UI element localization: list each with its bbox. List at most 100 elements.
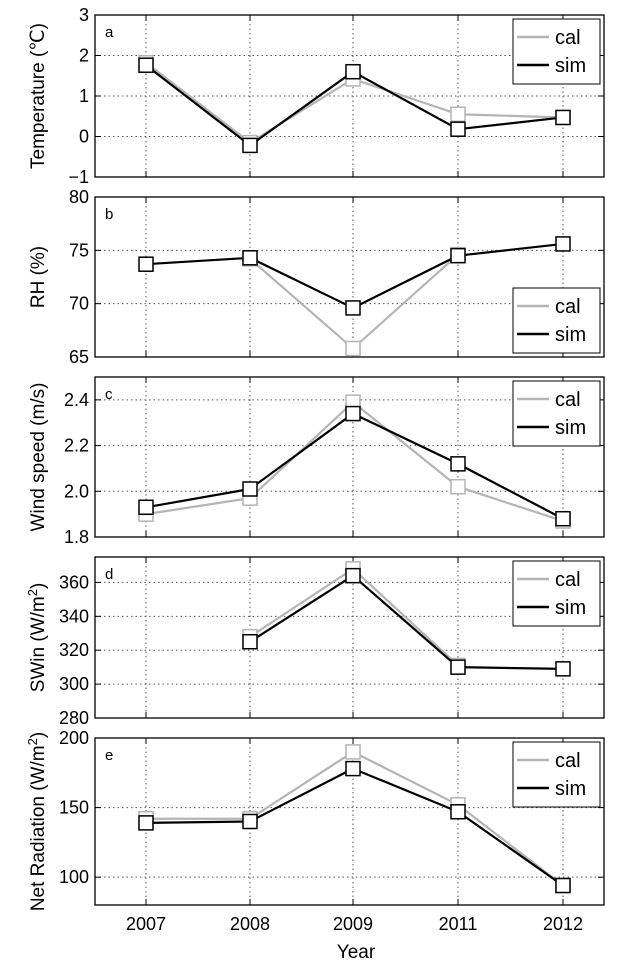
series-line-sim — [249, 412, 354, 490]
series-line-sim — [249, 767, 354, 823]
series-line-sim — [249, 256, 354, 309]
panel-b: 65 70 75 80 b RH (%) cal sim — [28, 187, 605, 367]
data-point-sim — [242, 481, 258, 497]
x-tick-label: 2012 — [543, 914, 583, 934]
y-tick-label: 300 — [59, 674, 89, 694]
legend-label-sim: sim — [555, 417, 586, 439]
series-line-cal — [249, 567, 354, 638]
data-point-sim — [555, 510, 571, 527]
legend-label-cal: cal — [555, 569, 581, 591]
x-axis-label: Year — [337, 942, 376, 963]
series-line-sim — [352, 70, 459, 131]
panel-c: 1.8 2.0 2.2 2.4 c Wind speed (m/s) cal sim — [28, 376, 605, 547]
legend-label-sim: sim — [555, 778, 586, 800]
data-point-sim — [242, 633, 258, 650]
legend-label-cal: cal — [555, 296, 581, 318]
data-point-cal — [450, 478, 466, 495]
series-line-sim — [352, 254, 459, 309]
panel-label: a — [105, 24, 114, 41]
series-line-sim — [457, 462, 564, 520]
series-line-cal — [145, 497, 251, 516]
series-line-sim — [145, 820, 251, 824]
y-tick-label: 80 — [69, 187, 89, 207]
legend-label-cal: cal — [555, 27, 581, 49]
series-line-cal — [352, 253, 459, 350]
data-point-sim — [555, 109, 571, 126]
axes-box — [94, 737, 605, 906]
data-point-sim — [345, 760, 361, 777]
legend-label-sim: sim — [555, 597, 586, 619]
x-tick-label: 2009 — [333, 914, 373, 934]
series-line-sim — [457, 116, 564, 131]
y-tick-label: 65 — [69, 347, 89, 367]
data-point-sim — [555, 236, 571, 252]
legend: cal sim — [512, 560, 601, 627]
y-axis-label: Net Radiation (W/m2) — [25, 732, 50, 911]
series-line-sim — [457, 666, 564, 670]
y-tick-label: 3 — [79, 5, 89, 25]
y-tick-label: 340 — [59, 606, 89, 626]
series-line-cal — [457, 113, 564, 119]
data-point-sim — [450, 659, 466, 675]
y-tick-label: 1.8 — [64, 527, 89, 547]
panel-label: b — [105, 206, 113, 223]
data-point-sim — [345, 567, 361, 584]
series-line-cal — [352, 77, 459, 116]
series-line-sim — [249, 70, 354, 147]
y-tick-label: 150 — [59, 798, 89, 818]
axes-box — [94, 376, 605, 538]
data-point-sim — [450, 121, 466, 137]
data-point-sim — [345, 63, 361, 80]
y-tick-label: 2.2 — [64, 436, 89, 456]
series-line-cal — [145, 61, 251, 144]
legend: cal sim — [512, 287, 601, 354]
legend-label-sim: sim — [555, 55, 586, 77]
series-line-cal — [352, 568, 459, 667]
y-axis-label: SWin (W/m2) — [25, 583, 50, 693]
y-tick-label: −1 — [68, 167, 89, 187]
series-line-cal — [249, 258, 354, 350]
x-tick-label: 2008 — [230, 914, 270, 934]
series-line-sim — [249, 574, 354, 643]
data-point-sim — [555, 661, 571, 677]
legend-label-cal: cal — [555, 389, 581, 411]
y-tick-label: 2.4 — [64, 390, 89, 410]
panel-label: e — [105, 747, 113, 764]
y-tick-label: 2 — [79, 46, 89, 66]
series-line-sim — [352, 412, 459, 465]
panel-a: −1 0 1 2 3a Temperature (℃) cal sim — [28, 5, 605, 187]
y-tick-label: 2.0 — [64, 481, 89, 501]
panel-label: c — [105, 386, 113, 403]
series-line-cal — [457, 485, 564, 523]
data-point-sim — [242, 137, 258, 154]
y-tick-label: 75 — [69, 240, 89, 260]
legend-box — [512, 380, 601, 447]
legend: cal sim — [512, 380, 601, 447]
data-point-sim — [450, 804, 466, 820]
legend-box — [512, 560, 601, 627]
series-line-cal — [352, 401, 459, 488]
legend-box — [512, 287, 601, 354]
x-tick-label: 2011 — [439, 914, 478, 934]
data-point-sim — [345, 405, 361, 422]
data-point-sim — [138, 57, 154, 73]
y-axis-label: RH (%) — [28, 246, 49, 308]
y-axis-label: Wind speed (m/s) — [28, 383, 49, 532]
data-point-cal — [345, 340, 361, 357]
axes-box — [94, 196, 605, 358]
data-point-sim — [242, 250, 258, 266]
data-point-sim — [450, 456, 466, 472]
y-tick-label: 100 — [59, 867, 89, 887]
data-point-sim — [138, 256, 154, 272]
y-tick-label: 320 — [59, 640, 89, 660]
data-point-sim — [138, 499, 154, 516]
data-point-sim — [555, 877, 571, 894]
series-line-sim — [145, 487, 251, 509]
y-tick-label: 0 — [79, 127, 89, 147]
panel-label: d — [105, 566, 113, 583]
panel-e: 100 150 200 e Net Radiation (W/m2) cal sim 2007… — [25, 728, 605, 934]
data-point-cal — [345, 744, 361, 760]
legend-label-cal: cal — [555, 750, 581, 772]
y-tick-label: 280 — [59, 708, 89, 728]
